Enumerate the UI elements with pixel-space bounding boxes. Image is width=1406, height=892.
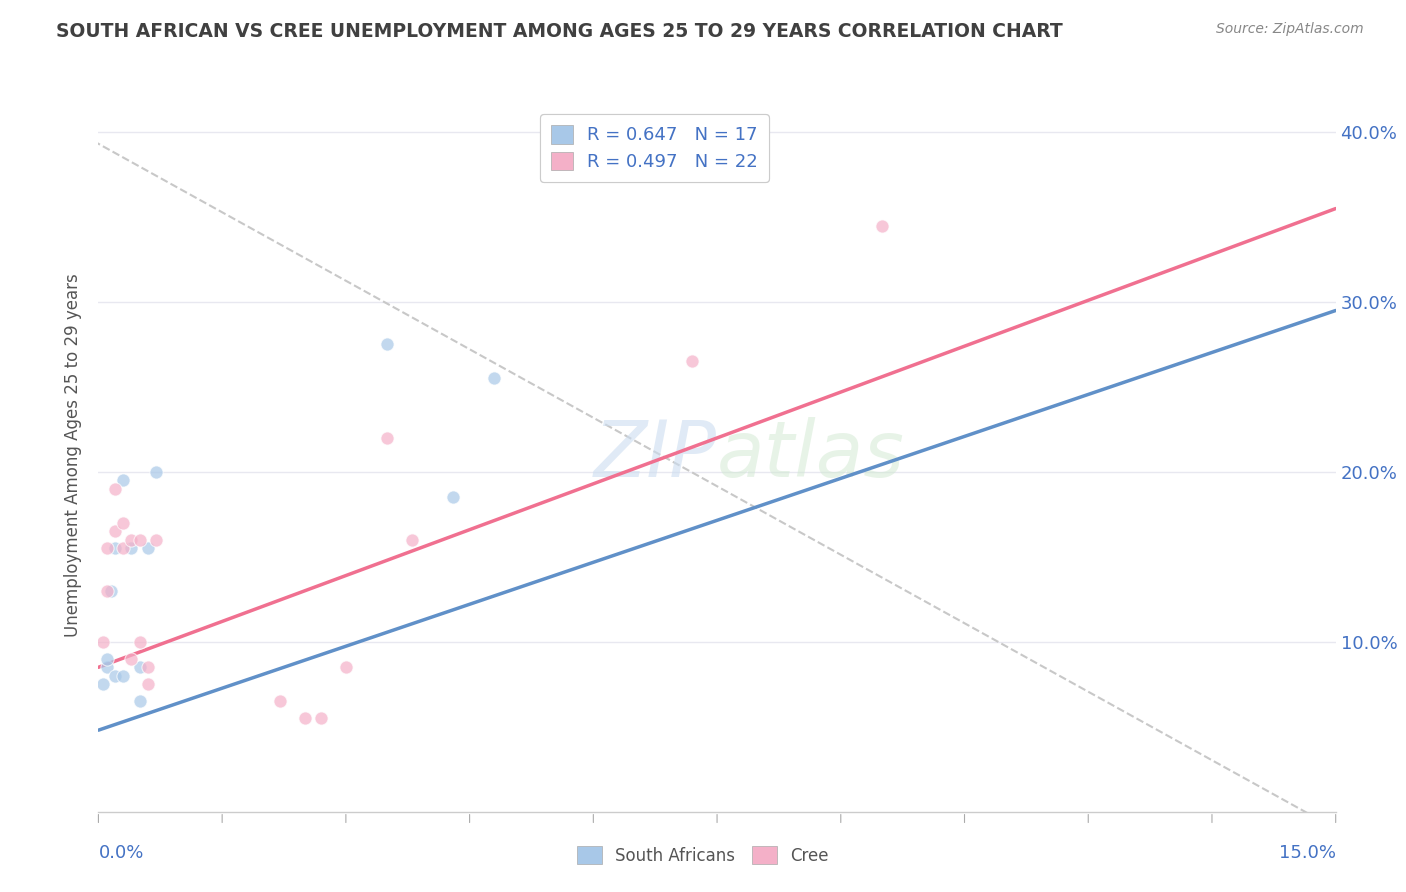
- Text: SOUTH AFRICAN VS CREE UNEMPLOYMENT AMONG AGES 25 TO 29 YEARS CORRELATION CHART: SOUTH AFRICAN VS CREE UNEMPLOYMENT AMONG…: [56, 22, 1063, 41]
- Point: [136, 660, 159, 674]
- Legend: South Africans, Cree: South Africans, Cree: [567, 836, 839, 875]
- Point: [120, 533, 142, 547]
- Point: [128, 660, 150, 674]
- Point: [104, 482, 127, 496]
- Point: [441, 491, 464, 505]
- Point: [104, 541, 127, 556]
- Point: [112, 474, 135, 488]
- Y-axis label: Unemployment Among Ages 25 to 29 years: Unemployment Among Ages 25 to 29 years: [63, 273, 82, 637]
- Text: atlas: atlas: [717, 417, 905, 493]
- Point: [136, 541, 159, 556]
- Point: [96, 583, 118, 598]
- Point: [565, 159, 588, 173]
- Point: [120, 541, 142, 556]
- Point: [375, 431, 398, 445]
- Point: [128, 635, 150, 649]
- Point: [401, 533, 423, 547]
- Point: [484, 371, 506, 385]
- Point: [136, 677, 159, 691]
- Point: [112, 669, 135, 683]
- Legend: R = 0.647   N = 17, R = 0.497   N = 22: R = 0.647 N = 17, R = 0.497 N = 22: [540, 114, 769, 182]
- Point: [681, 354, 703, 368]
- Point: [120, 652, 142, 666]
- Point: [870, 219, 893, 233]
- Point: [112, 516, 135, 530]
- Text: ZIP: ZIP: [595, 417, 717, 493]
- Point: [104, 669, 127, 683]
- Text: 0.0%: 0.0%: [98, 844, 143, 862]
- Point: [375, 337, 398, 351]
- Text: 15.0%: 15.0%: [1278, 844, 1336, 862]
- Point: [91, 635, 114, 649]
- Point: [96, 652, 118, 666]
- Point: [145, 465, 167, 479]
- Point: [309, 711, 332, 725]
- Point: [104, 524, 127, 539]
- Point: [269, 694, 291, 708]
- Point: [112, 541, 135, 556]
- Point: [335, 660, 357, 674]
- Point: [294, 711, 316, 725]
- Point: [91, 677, 114, 691]
- Point: [145, 533, 167, 547]
- Point: [128, 533, 150, 547]
- Point: [96, 660, 118, 674]
- Point: [100, 583, 122, 598]
- Point: [96, 541, 118, 556]
- Point: [128, 694, 150, 708]
- Text: Source: ZipAtlas.com: Source: ZipAtlas.com: [1216, 22, 1364, 37]
